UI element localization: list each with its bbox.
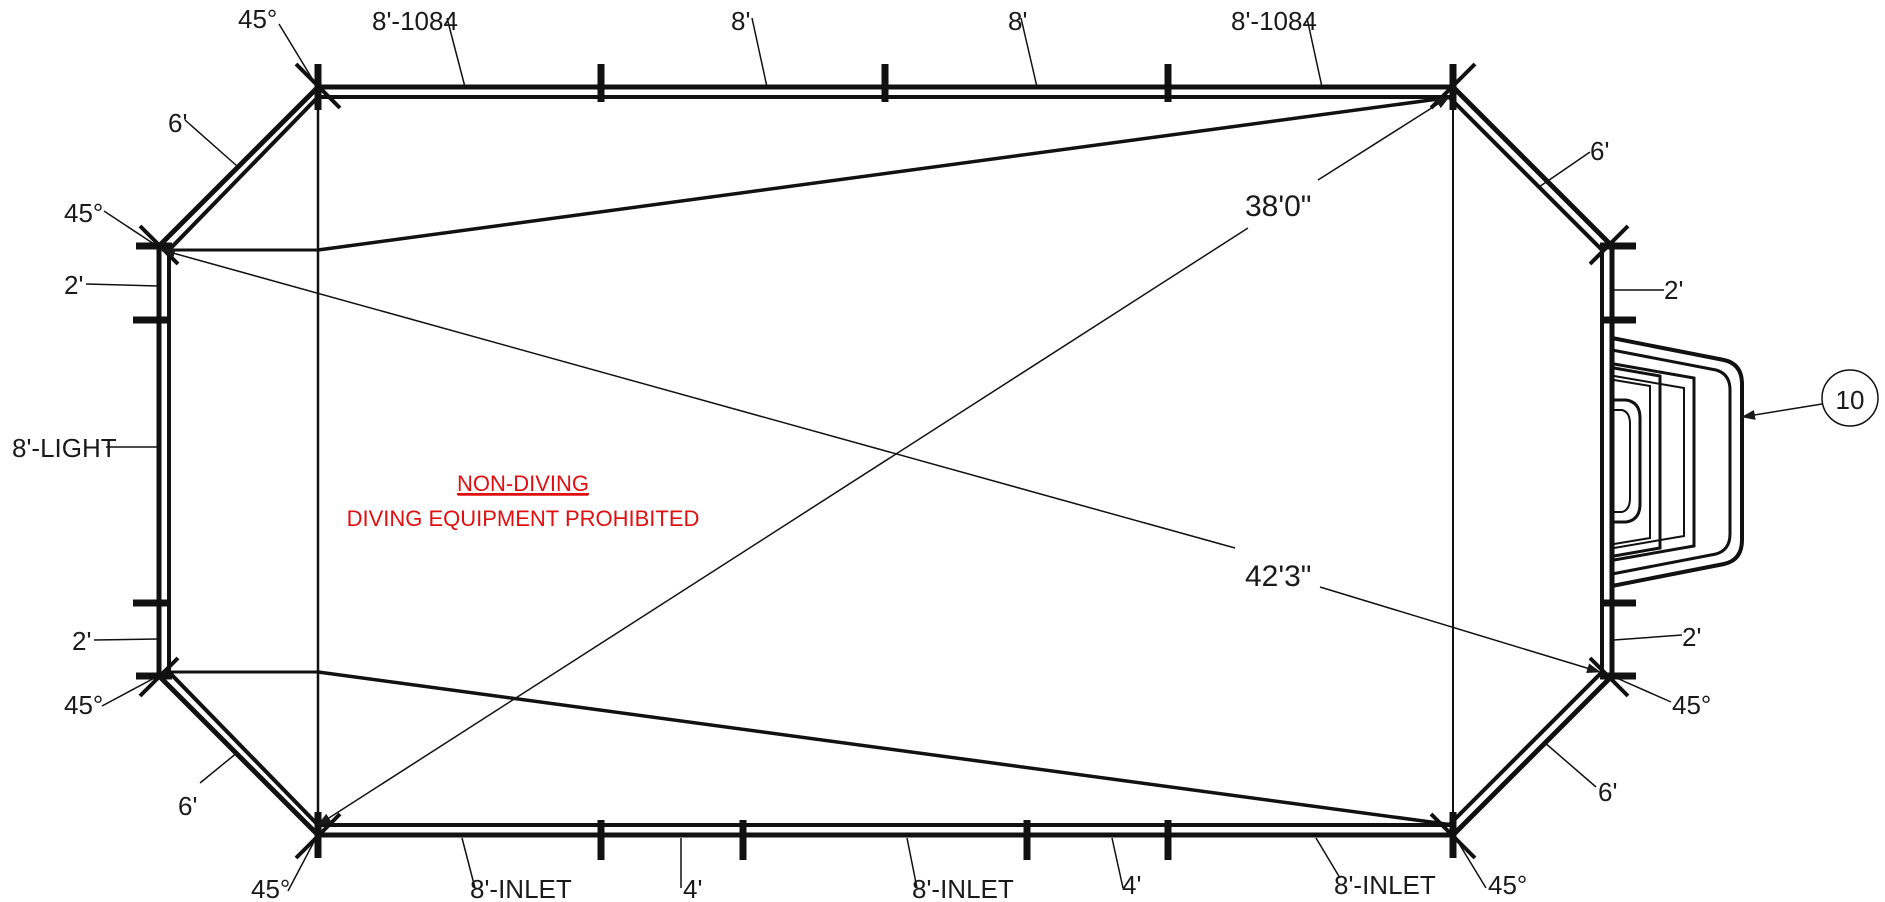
diagonal-long-label: 42'3" — [1245, 560, 1311, 593]
diagonal-short-line-b — [1317, 96, 1450, 181]
bottom-panel-4-label: 4' — [1122, 870, 1141, 900]
top-panel-1-label: 8'-1084 — [372, 6, 458, 36]
step-unit — [1611, 336, 1744, 588]
diving-prohibited-note: DIVING EQUIPMENT PROHIBITED — [347, 506, 700, 531]
callout-10: 10 — [1741, 369, 1879, 427]
non-diving-note: NON-DIVING — [457, 471, 589, 496]
diagonal-long-line-a — [161, 248, 1236, 549]
right-angled-lower-label: 6' — [1598, 777, 1617, 807]
floor-lines — [162, 95, 1454, 827]
diagonal-dimensions — [161, 96, 1601, 826]
top-left-corner-angle: 45° — [238, 4, 277, 34]
bottom-panel-3-label: 8'-INLET — [912, 874, 1014, 902]
bottom-panel-5-label: 8'-INLET — [1334, 870, 1436, 900]
left-panel-lower-label: 2' — [72, 626, 91, 656]
diagonal-long-line-b — [1319, 586, 1601, 674]
left-upper-angle: 45° — [64, 198, 103, 228]
left-angled-upper-label: 6' — [168, 108, 187, 138]
left-angled-lower-label: 6' — [178, 791, 197, 821]
right-lower-angle: 45° — [1672, 690, 1711, 720]
leader-lines — [85, 17, 1683, 892]
bottom-right-corner-angle: 45° — [1488, 870, 1527, 900]
left-panel-upper-label: 2' — [64, 270, 83, 300]
left-panel-middle-label: 8'-LIGHT — [12, 433, 117, 463]
right-panel-upper-label: 2' — [1664, 275, 1683, 305]
diagonal-short-label: 38'0" — [1245, 190, 1311, 223]
top-panel-4-label: 8'-1084 — [1231, 6, 1317, 36]
right-angled-upper-label: 6' — [1590, 136, 1609, 166]
bottom-left-corner-angle: 45° — [251, 874, 290, 902]
left-lower-angle: 45° — [64, 690, 103, 720]
bottom-panel-1-label: 8'-INLET — [470, 874, 572, 902]
top-panel-3-label: 8' — [1008, 6, 1027, 36]
callout-number: 10 — [1836, 385, 1865, 415]
panel-joints — [133, 62, 1636, 860]
bottom-panel-2-label: 4' — [683, 874, 702, 902]
right-panel-lower-label: 2' — [1682, 622, 1701, 652]
diagonal-short-line-a — [317, 227, 1249, 826]
top-panel-2-label: 8' — [731, 6, 750, 36]
